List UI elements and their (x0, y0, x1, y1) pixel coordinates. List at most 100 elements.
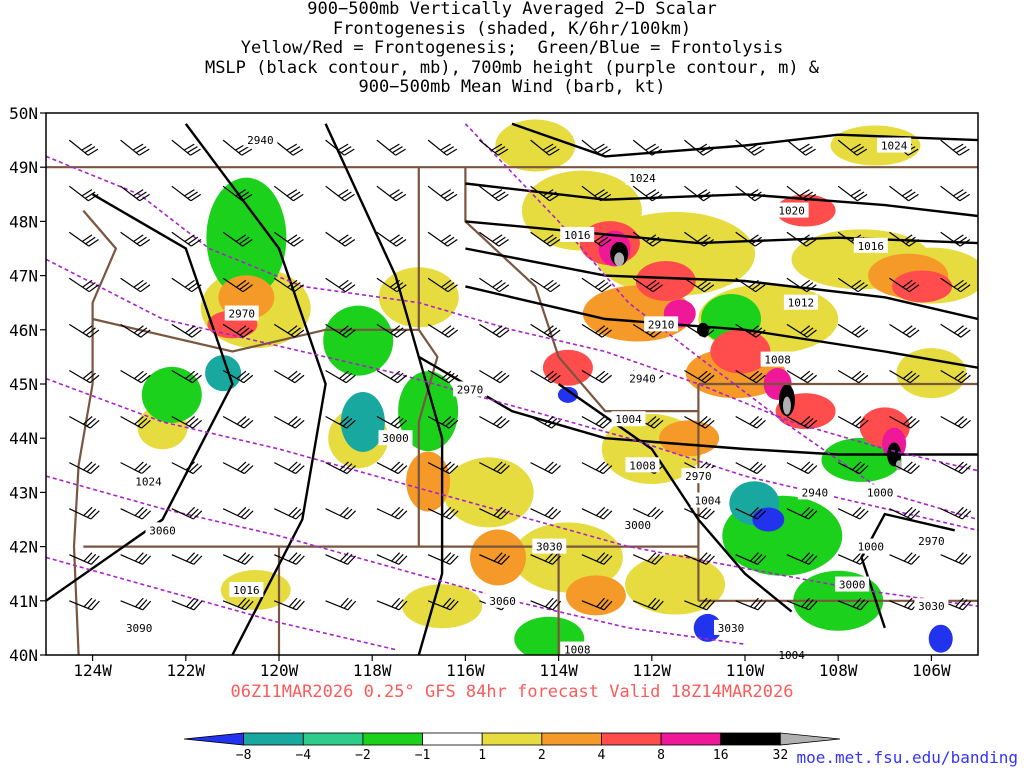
mslp-contours (46, 122, 978, 655)
wind-barb (940, 461, 972, 475)
wind-barb (581, 415, 613, 429)
wind-barb (632, 139, 663, 156)
lat-tick-label: 46N (9, 321, 38, 340)
mslp-label-bg (853, 538, 888, 554)
wind-barb (479, 552, 510, 565)
height-label: 3060 (489, 595, 516, 608)
wind-barb (786, 185, 817, 202)
wind-barb (889, 461, 920, 475)
forecast-valid-time: 06Z11MAR2026 0.25° GFS 84hr forecast Val… (230, 682, 794, 702)
wind-barb (889, 552, 920, 565)
lon-tick-label: 112W (633, 661, 672, 680)
shading-cell (710, 329, 771, 374)
wind-barb (376, 231, 407, 247)
wind-barb (222, 552, 254, 565)
source-credit-link[interactable]: moe.met.fsu.edu/banding (796, 748, 1018, 767)
mslp-label-bg (625, 170, 660, 186)
height-label: 3030 (718, 622, 745, 635)
colorbar-tick-label: 8 (657, 748, 665, 763)
height-label-bg (145, 522, 180, 538)
wind-barb (837, 323, 869, 338)
height-contour (46, 377, 978, 607)
wind-barb (530, 506, 562, 520)
height-label: 2940 (629, 373, 656, 386)
wind-barb (581, 597, 613, 611)
colorbar-tick-label: 1 (478, 748, 486, 763)
wind-barb (171, 323, 202, 338)
colorbar-tick-label: 4 (598, 748, 606, 763)
mslp-label-bg (560, 226, 595, 242)
wind-barb (786, 139, 816, 156)
wind-barb (684, 139, 714, 156)
wind-barb (632, 185, 663, 202)
idaho-montana-border (464, 167, 699, 413)
wind-barb (684, 231, 714, 247)
wind-barb (325, 461, 356, 475)
wind-barb (69, 461, 100, 475)
height-label-bg (620, 516, 655, 532)
colorbar-tick-label: −1 (415, 748, 431, 763)
shading-cell (635, 261, 696, 302)
wind-barb (786, 323, 817, 338)
lat-tick-label: 50N (9, 104, 38, 123)
latitude-axis: 50N 49N 48N 47N 46N 45N 44N 43N 42N 41N 40N (9, 104, 46, 665)
mslp-isobar (324, 123, 444, 655)
lat-tick-label: 44N (9, 429, 38, 448)
wind-barb (222, 506, 254, 520)
mslp-isobar (184, 123, 327, 655)
wind-barb (837, 139, 868, 156)
colorbar-tick-label: 16 (713, 748, 729, 763)
height-contour (46, 556, 396, 651)
title-line-3: Yellow/Red = Frontogenesis; Green/Blue =… (240, 38, 784, 58)
wind-barb (581, 369, 612, 384)
lon-tick-label: 108W (819, 661, 858, 680)
wind-barb (581, 506, 613, 520)
wind-barb (837, 277, 868, 293)
wind-barb (684, 597, 715, 611)
wind-barb (376, 415, 408, 429)
mslp-isobar (465, 247, 978, 321)
lat-tick-label: 49N (9, 158, 38, 177)
wind-barb (274, 552, 305, 565)
mslp-label: 1004 (615, 413, 642, 426)
wind-barb (530, 597, 562, 611)
height-label-bg (224, 305, 259, 321)
shading-cell (323, 305, 394, 376)
wind-barb (940, 506, 972, 520)
wind-barb (940, 323, 971, 338)
wind-barb (120, 369, 151, 384)
wind-barb (69, 552, 100, 565)
wind-barb (530, 277, 561, 293)
wind-barb (427, 506, 459, 520)
wind-barb (427, 369, 459, 384)
colorbar-swatch (601, 732, 662, 746)
mslp-label-bg (774, 202, 809, 218)
shading-cell (896, 348, 967, 399)
wind-barb (684, 323, 715, 338)
wind-barb (68, 277, 100, 293)
shading-cell (614, 252, 625, 267)
mslp-label: 1008 (764, 354, 791, 367)
wind-barb (581, 552, 613, 565)
shading-cell (928, 624, 953, 653)
wind-barb (889, 231, 920, 247)
wind-barb (274, 415, 305, 429)
mslp-isobar (511, 122, 978, 158)
wind-barb (632, 277, 663, 293)
wind-barb (171, 139, 201, 156)
lat-tick-label: 42N (9, 538, 38, 557)
colorbar-swatch (660, 732, 722, 746)
mslp-label: 1016 (858, 240, 885, 253)
wind-barb (171, 461, 203, 475)
lat-tick-label: 47N (9, 267, 38, 286)
wind-barb (889, 369, 920, 384)
height-contour (46, 155, 978, 472)
shading-cell (206, 177, 287, 298)
mslp-label-bg (229, 581, 264, 597)
wind-barb (325, 277, 356, 293)
wind-barb (581, 461, 613, 475)
wind-barb (120, 323, 151, 338)
idaho-west-border (417, 167, 439, 547)
height-label: 2940 (802, 486, 829, 499)
